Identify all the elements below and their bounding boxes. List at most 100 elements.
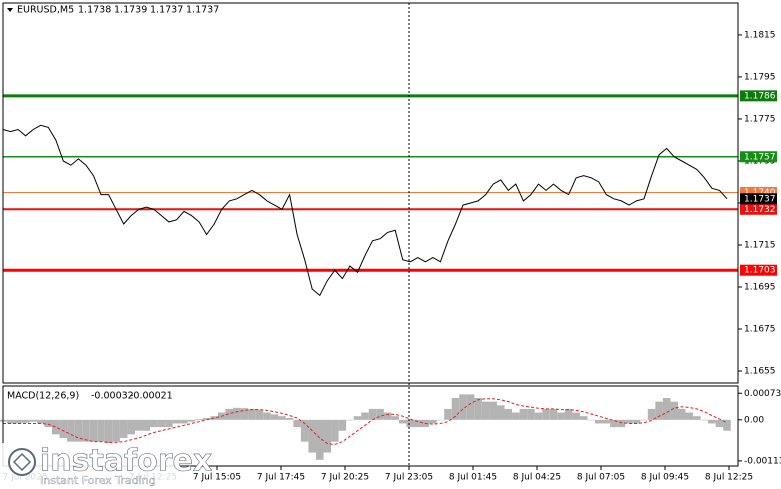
main-panel-border <box>2 2 739 384</box>
logo-icon <box>8 448 36 476</box>
macd-bar <box>587 419 596 421</box>
macd-bar <box>74 419 83 442</box>
x-tick-label: 8 Jul 09:45 <box>641 473 689 483</box>
macd-bar <box>557 412 565 420</box>
logo-icon-mark <box>12 452 32 472</box>
macd-bar <box>187 419 196 422</box>
macd-bar <box>572 412 580 420</box>
macd-bar <box>459 394 467 420</box>
macd-bar <box>315 419 324 460</box>
symbol-menu-arrow <box>7 8 13 12</box>
last-price-label: 1.1737 <box>744 194 776 204</box>
macd-bar <box>29 419 37 422</box>
macd-bar <box>195 419 203 420</box>
macd-bar <box>376 408 384 420</box>
macd-bar <box>647 408 656 420</box>
macd-title: MACD(12,26,9) <box>7 391 79 402</box>
macd-bar <box>383 412 392 420</box>
macd-bar <box>579 416 588 420</box>
level-label: 1.1732 <box>744 205 776 215</box>
watermark: instaforex Instant Forex Trading <box>0 443 213 489</box>
macd-bar <box>549 408 558 420</box>
y-tick-label: 1.1795 <box>744 72 776 82</box>
level-tag <box>740 264 777 276</box>
macd-bar <box>134 419 143 431</box>
macd-bar <box>157 419 166 428</box>
y-tick-label: 0.00 <box>744 415 764 425</box>
y-tick-label: 1.1775 <box>744 114 776 124</box>
level-label: 1.1786 <box>744 91 776 101</box>
macd-bar <box>436 419 445 421</box>
macd-bar <box>595 419 603 424</box>
macd-bar <box>165 419 173 428</box>
macd-bar <box>142 419 151 431</box>
macd-bar <box>519 408 528 420</box>
macd-bar <box>285 418 294 420</box>
macd-bar <box>632 419 641 424</box>
x-tick-label: 8 Jul 04:25 <box>513 473 561 483</box>
x-tick-label: 8 Jul 01:45 <box>449 473 497 483</box>
macd-bar <box>708 419 716 424</box>
ohlc-close: 1.1737 <box>186 5 219 16</box>
macd-bar <box>368 408 377 420</box>
last-price-tag <box>740 193 777 205</box>
x-tick-label: 7 Jul 20:25 <box>321 473 369 483</box>
macd-bar <box>248 408 256 420</box>
level-tag <box>740 186 777 198</box>
tagline: Instant Forex Trading <box>40 474 156 487</box>
macd-bar <box>82 419 90 442</box>
macd-bar <box>97 419 105 442</box>
macd-bar <box>429 419 437 424</box>
macd-bar <box>172 419 181 424</box>
macd-bar <box>6 419 15 424</box>
macd-bar <box>542 408 550 420</box>
macd-bar <box>21 419 30 423</box>
level-label: 1.1757 <box>744 152 776 162</box>
macd-bar <box>655 401 663 420</box>
macd-bar <box>677 408 686 420</box>
macd-bar <box>67 419 75 442</box>
macd-value: -0.00032 <box>91 391 134 402</box>
macd-bar <box>59 419 68 438</box>
macd-bar <box>527 408 535 420</box>
macd-bar <box>338 419 347 431</box>
macd-bar <box>353 416 362 420</box>
x-tick-label: 8 Jul 07:05 <box>577 473 625 483</box>
y-tick-label: -0.00113 <box>744 456 781 466</box>
macd-bar <box>119 419 128 438</box>
y-tick-label: 1.1815 <box>744 30 776 40</box>
macd-bar <box>496 405 505 420</box>
macd-bar <box>150 419 158 428</box>
y-tick-label: 1.1715 <box>744 240 776 250</box>
x-tick-label: 8 Jul 12:25 <box>705 473 753 483</box>
ohlc-high: 1.1739 <box>114 5 147 16</box>
macd-bar <box>451 398 460 420</box>
macd-bar <box>414 419 422 428</box>
level-label: 1.1740 <box>744 188 776 198</box>
macd-bar <box>662 398 671 420</box>
brand: instaforex <box>40 444 212 479</box>
macd-bar <box>255 409 264 420</box>
macd-bar <box>504 408 513 420</box>
macd-bar <box>610 419 618 428</box>
macd-bar <box>225 408 234 420</box>
macd-bar <box>308 419 316 453</box>
macd-bar <box>700 419 709 421</box>
x-tick-label: 7 Jul 17:45 <box>257 473 305 483</box>
macd-bar <box>89 419 98 442</box>
level-tag <box>740 90 777 102</box>
macd-bar <box>406 419 415 428</box>
macd-bar <box>602 419 611 424</box>
level-tag <box>740 151 777 163</box>
macd-bar <box>346 419 354 421</box>
macd-bar <box>625 419 633 424</box>
macd-bar <box>180 419 188 424</box>
macd-bar <box>670 401 678 420</box>
macd-bar <box>474 398 482 420</box>
macd-bar <box>278 416 286 420</box>
x-tick-label: 7 Jul 23:05 <box>385 473 433 483</box>
macd-bar <box>331 419 339 442</box>
level-tag <box>740 203 777 215</box>
